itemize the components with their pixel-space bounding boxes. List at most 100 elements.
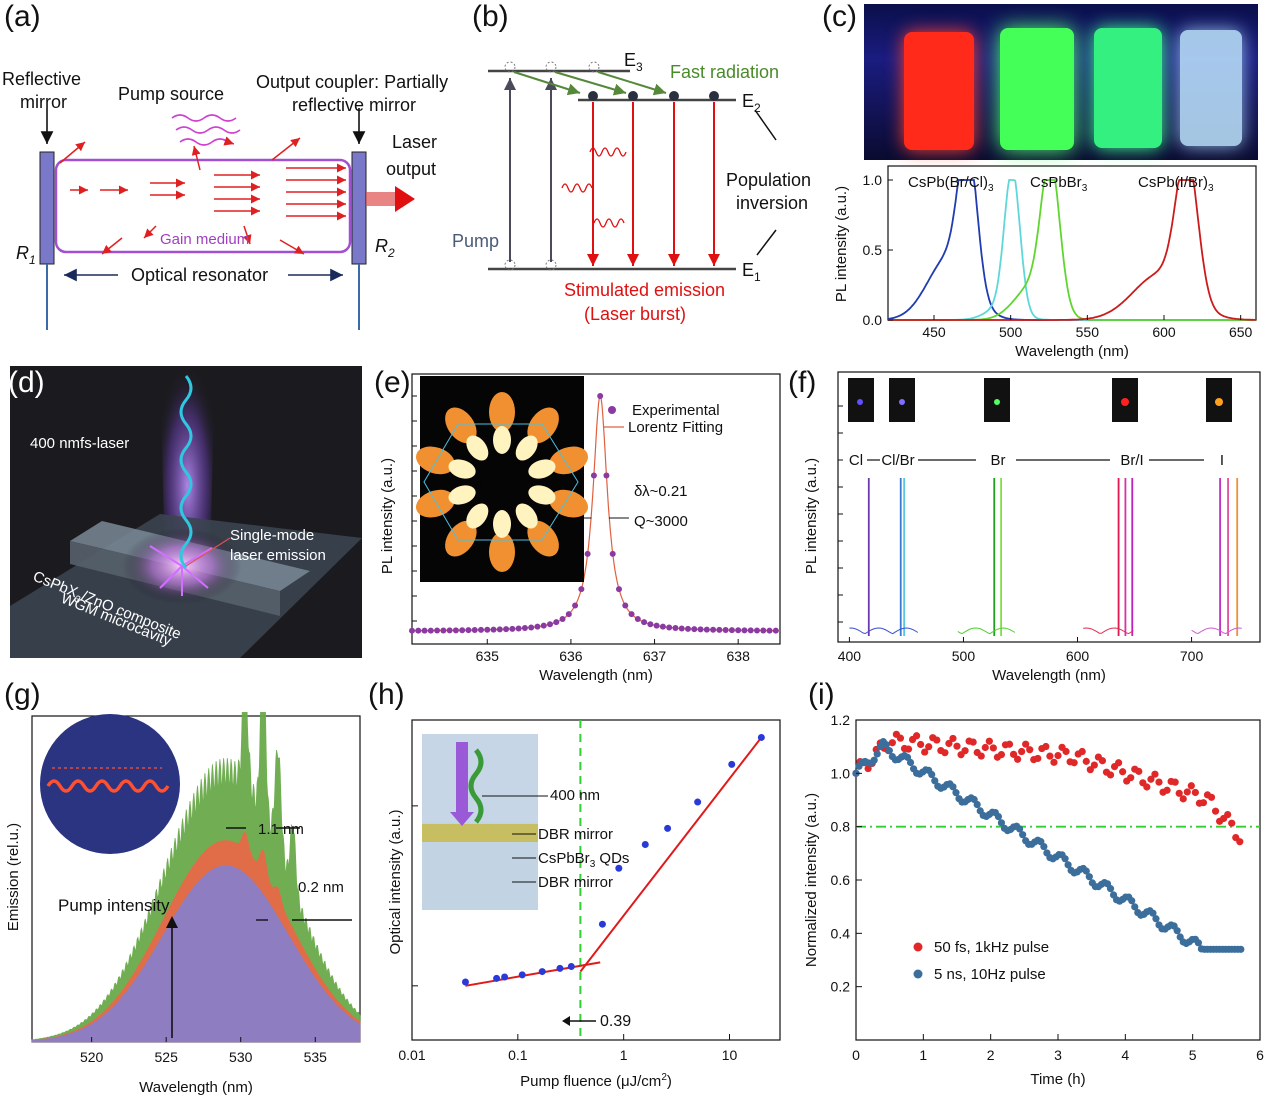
experimental-point [622, 602, 629, 609]
chart-c-pl-spectra: 450 500 550 600 650 0.0 0.5 1.0 Wavelength (nm)… [833, 165, 1257, 360]
experimental-point [434, 627, 441, 634]
experimental-point [672, 625, 679, 632]
stimulated-photons [59, 137, 346, 255]
wgm-inner-lobe [448, 485, 476, 505]
red-point [985, 737, 993, 745]
experimental-point [565, 611, 572, 618]
h-xtick-label: 0.01 [398, 1047, 425, 1063]
experimental-point [590, 472, 597, 479]
reflective-mirror-r1 [39, 151, 55, 265]
microsphere [40, 714, 180, 854]
experimental-point [754, 627, 760, 634]
chart-f-ylabel: PL intensity (a.u.) [803, 458, 820, 574]
i-ytick-label: 0.8 [831, 819, 851, 835]
red-point [1224, 810, 1232, 819]
svg-text:CsPb(I/Br)3: CsPb(I/Br)3 [1138, 174, 1214, 194]
red-point [1086, 766, 1094, 774]
blue-point [1173, 927, 1181, 935]
experimental-point [547, 621, 553, 628]
output-coupler-label-2: reflective mirror [292, 95, 416, 115]
chart-g-plot-group: 520 525 530 535 [31, 712, 361, 1065]
blue-point [1016, 825, 1024, 833]
wgm-inner-lobe [493, 510, 511, 538]
blue-point [885, 747, 893, 755]
c-xtick-label: 600 [1152, 324, 1176, 340]
experimental-point [722, 627, 729, 634]
r1-sub: 1 [29, 253, 36, 267]
svg-text:CsPbBr3: CsPbBr3 [1030, 174, 1088, 194]
experimental-point [471, 627, 478, 634]
chart-e-ylabel: PL intensity (a.u.) [379, 458, 396, 574]
panel-label-c: (c) [822, 0, 857, 33]
pump-intensity-label: Pump intensity [58, 896, 170, 915]
chart-h-xlabel-sup: 2 [661, 1072, 667, 1083]
experimental-point [484, 626, 491, 633]
qds-tail: QDs [595, 850, 629, 867]
experimental-point [490, 626, 497, 633]
chart-g-emission-spectra: 520 525 530 535 1.1 nm 0.2 nm Pump intensit… [5, 712, 361, 1096]
red-point [1098, 757, 1107, 765]
red-point [949, 734, 957, 743]
vial-red [904, 32, 974, 150]
experimental-point [728, 627, 735, 634]
experimental-point [409, 627, 415, 634]
red-point [1175, 789, 1183, 797]
i-xtick-label: 6 [1256, 1047, 1264, 1063]
composite-label-sub: 3 [73, 594, 83, 606]
red-point [941, 749, 949, 757]
red-point [997, 751, 1006, 759]
fit-high [579, 736, 763, 973]
f-xtick-label: 400 [838, 648, 862, 664]
r2-sub: 2 [387, 246, 395, 260]
wgm-inner-lobe [528, 459, 556, 479]
svg-text:CsPbBr3 QDs: CsPbBr3 QDs [538, 850, 629, 870]
experimental-point [685, 625, 691, 632]
c-ytick-label: 1.0 [863, 172, 883, 188]
chart-i-plot-group: 0 1 2 3 4 5 6 0.2 0.4 0.6 0.8 1.0 1.2 [831, 712, 1264, 1063]
blue-point [1237, 945, 1245, 953]
data-point [493, 974, 501, 982]
experimental-point [446, 627, 453, 634]
legend-blue: 5 ns, 10Hz pulse [934, 966, 1046, 983]
cavity-images [848, 378, 1232, 422]
data-point [556, 964, 564, 972]
experimental-point [703, 626, 710, 633]
panel-label-f: (f) [788, 366, 817, 399]
data-point [538, 968, 546, 976]
fit-low [465, 961, 601, 987]
svg-text:E1: E1 [742, 260, 761, 284]
ann-400nm: 400 nm [550, 787, 600, 804]
svg-text:CsPb(Br/Cl)3: CsPb(Br/Cl)3 [908, 174, 994, 194]
red-point [1119, 768, 1127, 776]
c-ytick-label: 0.5 [863, 242, 883, 258]
experimental-point [459, 627, 466, 634]
panel-d-microcavity-illustration: 400 nmfs-laser Single-mode laser emissio… [10, 366, 362, 658]
experimental-point [772, 627, 779, 634]
label-cspb-i-br-sub: 3 [1208, 183, 1214, 194]
panel-b-energy-levels: E3 E2 E1 Fast radiation Pump Population … [452, 50, 811, 324]
svg-text:R2: R2 [375, 236, 395, 260]
experimental-point [741, 627, 748, 634]
experimental-point [710, 626, 717, 633]
wgm-inner-lobe [528, 485, 556, 505]
blue-point [1128, 897, 1136, 905]
ann-0-2nm: 0.2 nm [298, 879, 344, 896]
series-0 [887, 179, 1256, 321]
red-point [925, 743, 933, 751]
chart-i-stability: 0 1 2 3 4 5 6 0.2 0.4 0.6 0.8 1.0 1.2 50 fs, 1kHz pu… [803, 712, 1264, 1088]
wgm-inner-lobe [466, 503, 489, 529]
wgm-outer-lobe [549, 446, 589, 475]
f-xtick-label: 700 [1180, 648, 1204, 664]
blue-point [973, 800, 981, 809]
red-point [1135, 767, 1143, 775]
red-point [1018, 747, 1026, 756]
data-point [728, 760, 736, 768]
red-point [1127, 774, 1135, 782]
data-point [567, 963, 575, 971]
wgm-inner-lobe [515, 503, 538, 529]
legend-experimental: Experimental [632, 402, 720, 419]
experimental-point [572, 602, 579, 609]
stimulated-label-2: (Laser burst) [584, 304, 686, 324]
svg-text:E3: E3 [624, 50, 643, 74]
panel-label-g: (g) [4, 678, 41, 711]
